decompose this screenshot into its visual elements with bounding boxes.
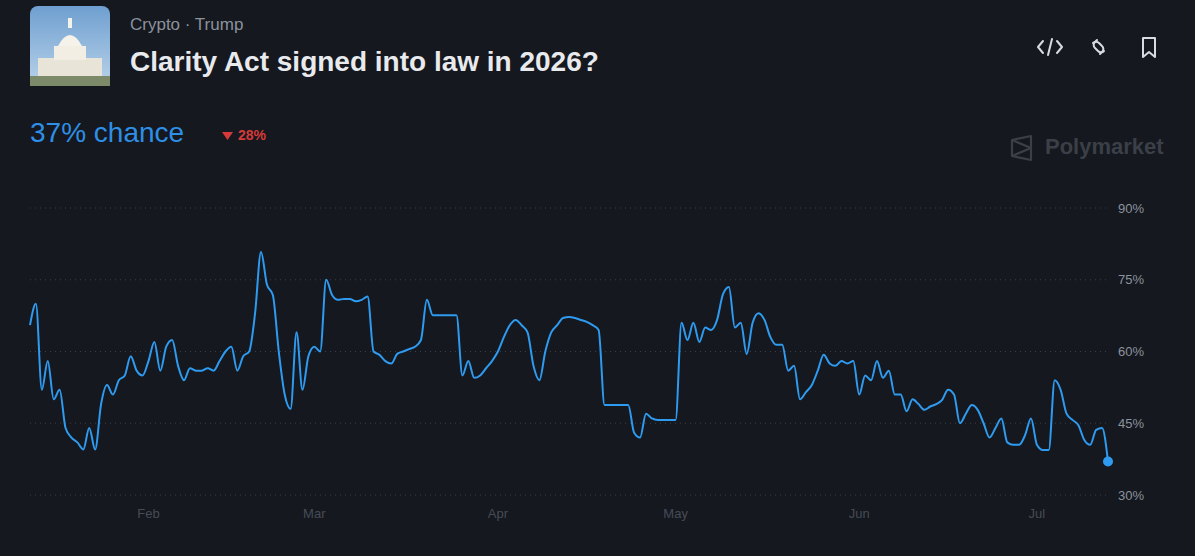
html-text:28%: 28%	[238, 127, 266, 143]
svg-text:60%: 60%	[1118, 344, 1144, 359]
html-text:37% chance: 37% chance	[30, 117, 185, 148]
svg-text:Mar: Mar	[303, 506, 326, 521]
svg-text:30%: 30%	[1118, 488, 1144, 503]
svg-text:Apr: Apr	[488, 506, 509, 521]
html-text:Clarity Act signed into law in: Clarity Act signed into law in 2026?	[130, 46, 599, 77]
svg-text:Jul: Jul	[1029, 506, 1046, 521]
svg-text:Jun: Jun	[849, 506, 870, 521]
svg-text:75%: 75%	[1118, 272, 1144, 287]
svg-text:45%: 45%	[1118, 416, 1144, 431]
svg-text:90%: 90%	[1118, 201, 1144, 216]
html-text:Polymarket: Polymarket	[1045, 134, 1164, 159]
svg-text:Feb: Feb	[137, 506, 159, 521]
html-text:Crypto · Trump: Crypto · Trump	[130, 15, 244, 34]
svg-text:May: May	[663, 506, 688, 521]
